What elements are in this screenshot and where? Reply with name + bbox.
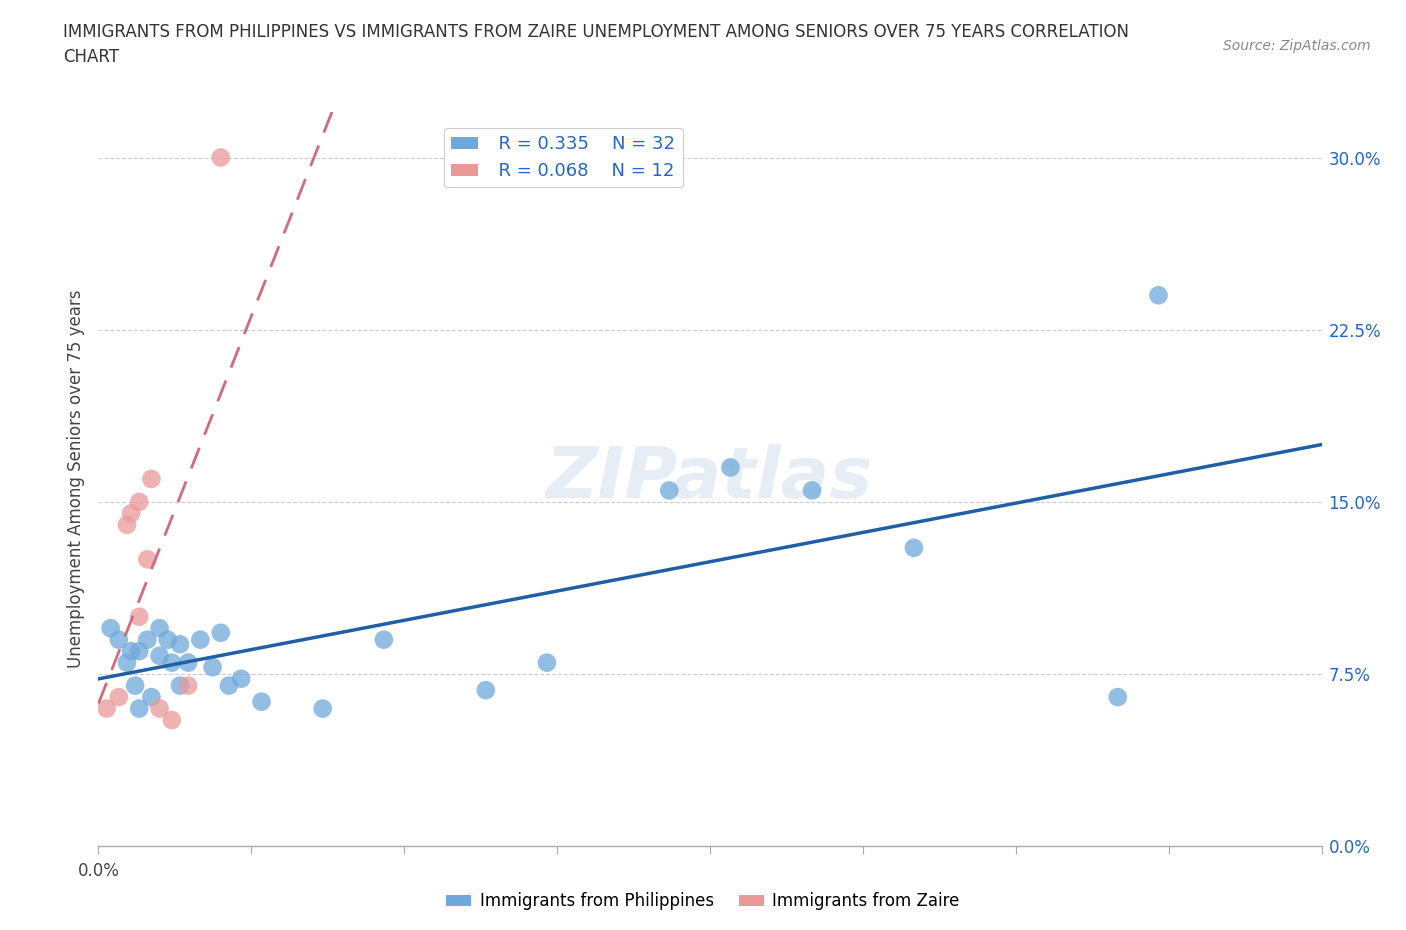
Point (141, 690, 163, 705)
Point (231, 671, 253, 686)
Point (115, 517, 138, 532)
Point (718, 460, 742, 475)
Point (141, 472, 163, 486)
Point (536, 656, 558, 671)
Point (474, 683, 498, 698)
Point (250, 694, 273, 709)
Point (108, 690, 131, 705)
Text: CHART: CHART (63, 48, 120, 66)
Point (136, 632, 159, 647)
Point (115, 656, 138, 671)
Point (160, 656, 183, 671)
Point (120, 644, 142, 658)
Legend: Immigrants from Philippines, Immigrants from Zaire: Immigrants from Philippines, Immigrants … (440, 885, 966, 917)
Point (149, 648, 172, 663)
Y-axis label: Unemployment Among Seniors over 75 years: Unemployment Among Seniors over 75 years (66, 290, 84, 668)
Point (149, 701, 172, 716)
Point (1107, 690, 1129, 705)
Point (218, 678, 240, 693)
Point (177, 678, 200, 693)
Point (128, 609, 150, 624)
Point (177, 656, 200, 671)
Point (373, 632, 395, 647)
Point (128, 644, 150, 658)
Text: ZIPatlas: ZIPatlas (547, 445, 873, 513)
Point (903, 540, 925, 555)
Point (209, 625, 232, 640)
Point (312, 701, 335, 716)
Point (658, 483, 681, 498)
Point (169, 637, 191, 652)
Point (156, 632, 179, 647)
Legend:   R = 0.335    N = 32,   R = 0.068    N = 12: R = 0.335 N = 32, R = 0.068 N = 12 (444, 128, 682, 188)
Point (128, 495, 150, 510)
Point (160, 712, 183, 727)
Text: Source: ZipAtlas.com: Source: ZipAtlas.com (1223, 39, 1371, 53)
Point (128, 701, 150, 716)
Point (149, 620, 172, 635)
Point (108, 632, 131, 647)
Point (801, 483, 824, 498)
Point (96, 701, 118, 716)
Point (120, 506, 142, 521)
Point (1147, 288, 1170, 303)
Point (169, 678, 191, 693)
Point (209, 150, 232, 165)
Point (201, 659, 224, 674)
Point (100, 620, 122, 635)
Text: IMMIGRANTS FROM PHILIPPINES VS IMMIGRANTS FROM ZAIRE UNEMPLOYMENT AMONG SENIORS : IMMIGRANTS FROM PHILIPPINES VS IMMIGRANT… (63, 23, 1129, 41)
Point (136, 551, 159, 566)
Point (124, 678, 146, 693)
Point (188, 632, 212, 647)
